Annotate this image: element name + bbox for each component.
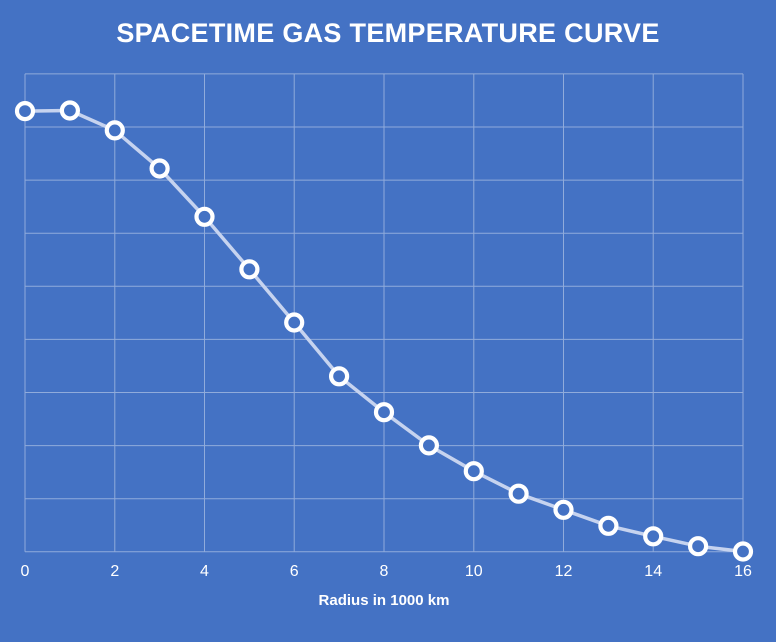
svg-text:8: 8 xyxy=(380,563,389,580)
svg-text:14: 14 xyxy=(644,563,662,580)
svg-text:Radius in 1000 km: Radius in 1000 km xyxy=(319,592,450,609)
svg-text:2: 2 xyxy=(110,563,119,580)
svg-text:12: 12 xyxy=(555,563,573,580)
svg-text:16: 16 xyxy=(734,563,752,580)
svg-text:4: 4 xyxy=(200,563,209,580)
svg-text:6: 6 xyxy=(290,563,299,580)
svg-text:10: 10 xyxy=(465,563,483,580)
svg-text:0: 0 xyxy=(21,563,30,580)
